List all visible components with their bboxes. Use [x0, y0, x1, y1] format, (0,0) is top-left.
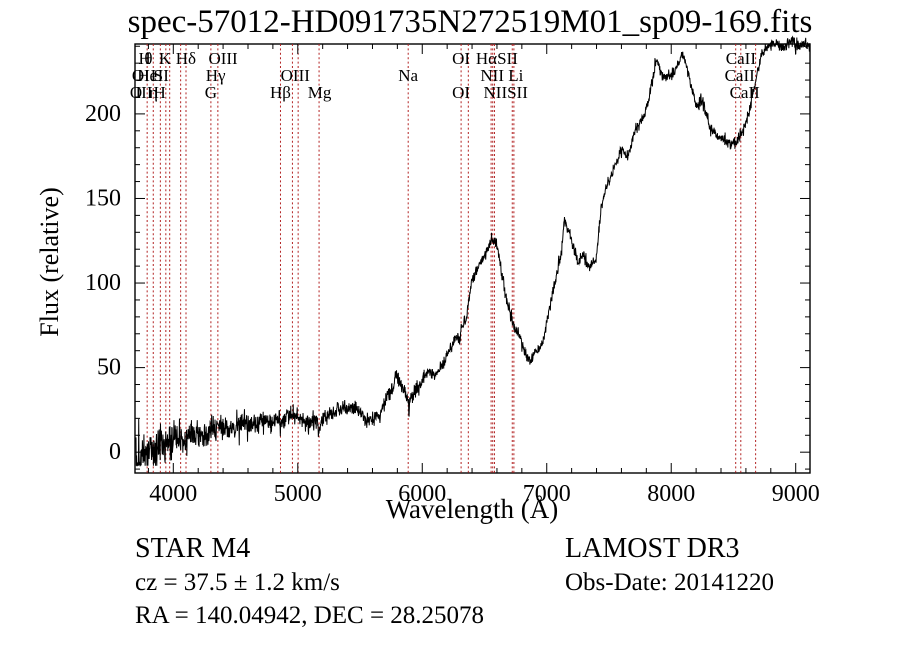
- svg-text:Mg: Mg: [308, 83, 332, 102]
- svg-text:4000: 4000: [149, 481, 197, 507]
- svg-text:9000: 9000: [772, 481, 820, 507]
- svg-text:OIII: OIII: [208, 49, 238, 68]
- svg-text:RA = 140.04942, DEC = 28.250: RA = 140.04942, DEC = 28.25078: [135, 602, 484, 629]
- svg-text:G: G: [205, 83, 217, 102]
- svg-text:STAR M4: STAR M4: [135, 533, 250, 564]
- svg-text:Hβ: Hβ: [270, 83, 291, 102]
- svg-text:LAMOST DR3: LAMOST DR3: [565, 533, 740, 564]
- svg-text:Obs-Date: 20141220: Obs-Date: 20141220: [565, 569, 774, 596]
- svg-text:0: 0: [109, 439, 121, 465]
- svg-text:200: 200: [85, 101, 121, 127]
- svg-text:100: 100: [85, 270, 121, 296]
- svg-text:H: H: [153, 83, 165, 102]
- svg-text:150: 150: [85, 185, 121, 211]
- svg-text:Na: Na: [398, 66, 418, 85]
- svg-text:Wavelength (Å): Wavelength (Å): [386, 494, 559, 524]
- svg-text:NIISII: NIISII: [484, 83, 529, 102]
- svg-text:50: 50: [97, 355, 121, 381]
- svg-text:OI: OI: [452, 83, 470, 102]
- svg-text:cz = 37.5 ± 1.2 km/s: cz = 37.5 ± 1.2 km/s: [135, 569, 340, 596]
- svg-text:5000: 5000: [274, 481, 322, 507]
- svg-text:Hδ: Hδ: [176, 49, 196, 68]
- svg-text:spec-57012-HD091735N272519M01_: spec-57012-HD091735N272519M01_sp09-169.f…: [128, 4, 813, 40]
- svg-text:Flux (relative): Flux (relative): [35, 187, 64, 336]
- svg-text:8000: 8000: [647, 481, 695, 507]
- svg-text:OI: OI: [452, 49, 470, 68]
- svg-text:CaII: CaII: [730, 83, 761, 102]
